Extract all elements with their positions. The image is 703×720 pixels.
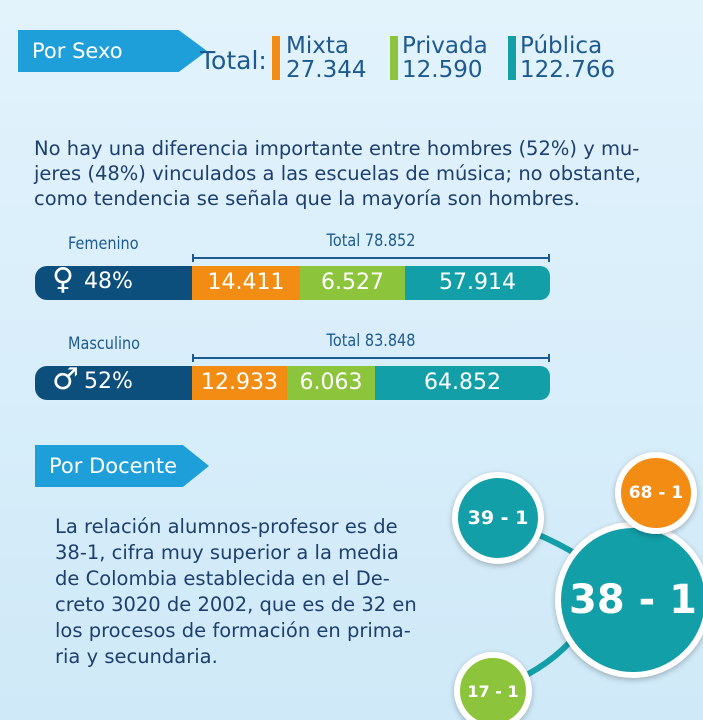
line: 38-1, cifra muy superior a la media [55,541,399,564]
legend-name: Pública [520,33,603,59]
percent: 52% [84,369,133,394]
sex-cell [35,266,205,300]
row-label: Femenino [68,234,139,254]
row-total: Total 78.852 [326,231,416,251]
tab: Por Sexo [18,30,207,72]
line: los procesos de formación en prima- [55,619,411,642]
legend-value: 12.590 [402,57,483,83]
line: creto 3020 de 2002, que es de 32 en [55,593,417,616]
row-total: Total 83.848 [326,331,416,351]
percent: 48% [84,269,133,294]
sex-symbol: ♂ [52,362,79,397]
legend-swatch [390,36,398,80]
legend-swatch [272,36,280,80]
tab: Por Docente [35,445,209,487]
legend-name: Privada [402,33,488,59]
circle: 68 - 1 [615,452,697,534]
segment: 14.411 [192,266,300,300]
circle: 39 - 1 [452,472,544,564]
legend-swatch [508,36,516,80]
segment: 6.527 [300,266,405,300]
line: como tendencia se señala que la mayoría … [34,187,580,210]
circle: 17 - 1 [454,652,532,720]
line: jeres (48%) vinculados a las escuelas de… [34,162,642,185]
legend-name: Mixta [286,33,349,59]
segment: 12.933 [192,366,287,400]
main-circle: 38 - 1 [555,522,703,678]
legend-value: 27.344 [286,57,367,83]
legend-value: 122.766 [520,57,616,83]
sex-symbol: ♀ [52,262,74,297]
bracket [192,254,550,262]
paragraph: La relación alumnos-profesor es de 38-1,… [55,514,417,670]
line: La relación alumnos-profesor es de [55,515,398,538]
row-label: Masculino [68,334,140,354]
line: No hay una diferencia importante entre h… [34,137,640,160]
line: de Colombia establecida en el De- [55,567,390,590]
sex-cell [35,366,205,400]
paragraph: No hay una diferencia importante entre h… [34,136,641,211]
total-label: Total: [200,46,267,75]
line: ria y secundaria. [55,645,218,668]
segment: 6.063 [287,366,375,400]
bracket [192,354,550,362]
segment: 57.914 [405,266,550,300]
segment: 64.852 [375,366,550,400]
